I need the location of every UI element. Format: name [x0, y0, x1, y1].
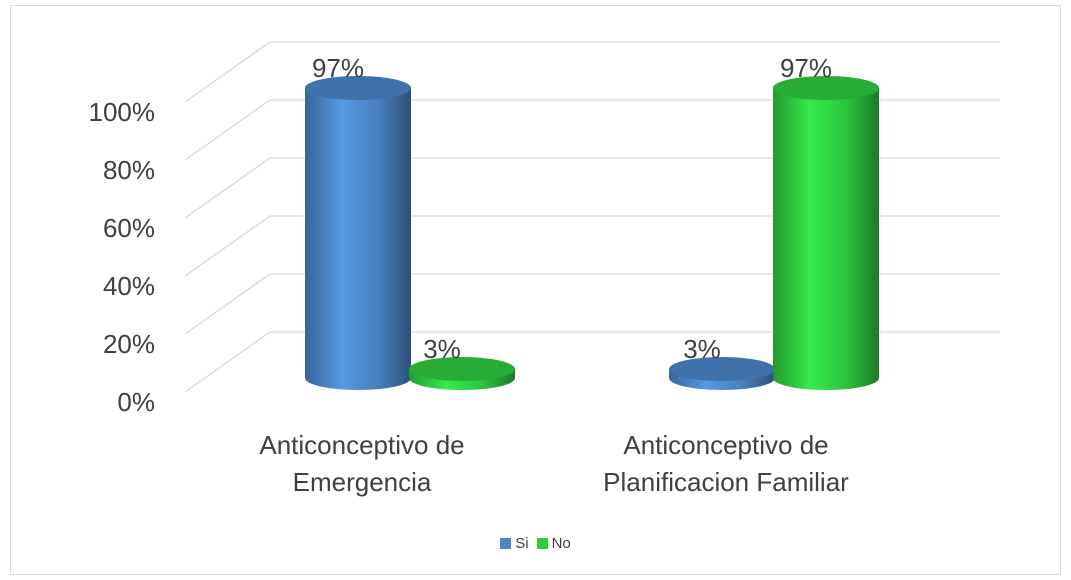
bar [305, 76, 411, 390]
grid-line [184, 215, 1000, 277]
bar-top [305, 76, 411, 100]
legend-swatch [536, 538, 548, 549]
legend-swatch [500, 538, 512, 549]
data-label: 97% [780, 53, 832, 83]
legend-item: Si [500, 535, 529, 552]
bar-top [409, 357, 515, 382]
y-tick-label: 40% [103, 271, 155, 301]
bar [409, 357, 515, 390]
chart-border [10, 5, 1061, 575]
bar-body [305, 88, 411, 390]
y-tick-label: 0% [117, 387, 155, 417]
grid-line [184, 99, 1000, 161]
legend: Si No [0, 535, 1071, 552]
data-label: 3% [683, 334, 721, 364]
legend-label: No [551, 535, 571, 552]
legend-item: No [536, 535, 571, 552]
y-tick-label: 20% [103, 329, 155, 359]
y-tick-label: 100% [89, 97, 156, 127]
x-tick-label: Anticonceptivo de Planificacion Familiar [603, 430, 849, 497]
data-label: 3% [423, 334, 461, 364]
y-tick-label: 60% [103, 213, 155, 243]
bar-top [669, 357, 775, 382]
grid-line [184, 41, 1000, 103]
y-tick-label: 80% [103, 155, 155, 185]
grid-line [184, 331, 1000, 393]
data-label: 97% [312, 53, 364, 83]
bar-body [773, 88, 879, 390]
bar [669, 357, 775, 390]
bar-top [773, 76, 879, 100]
bar [773, 76, 879, 390]
legend-label: Si [515, 535, 529, 552]
grid-line [184, 157, 1000, 219]
x-tick-label: Anticonceptivo de Emergencia [259, 430, 465, 497]
grid-line [184, 273, 1000, 335]
